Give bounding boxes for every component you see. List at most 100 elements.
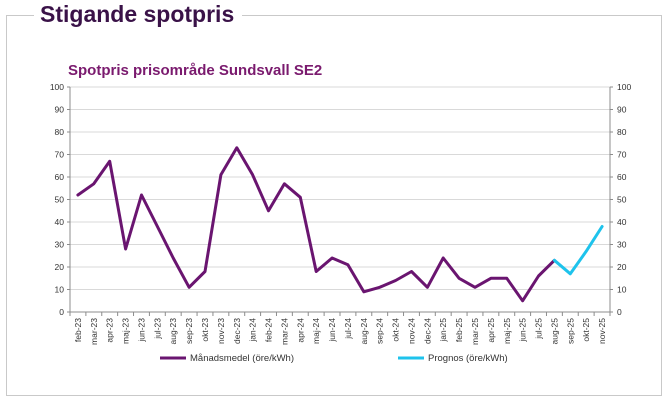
data-point-monthly [457,277,461,280]
x-tick-label: jun-25 [518,318,528,343]
y-tick-label-right: 70 [617,150,627,160]
x-tick-label: jul-24 [343,318,353,340]
y-tick-label-left: 30 [55,240,65,250]
data-point-monthly [219,173,223,176]
x-tick-label: jul-23 [152,318,162,340]
legend-label-monthly: Månadsmedel (öre/kWh) [190,353,294,364]
data-point-monthly [426,286,429,289]
x-tick-label: nov-25 [597,318,607,344]
y-tick-label-right: 30 [617,240,627,250]
x-tick-label: apr-23 [105,318,115,343]
y-tick-label-right: 100 [617,82,631,92]
data-point-monthly [108,160,111,163]
x-tick-label: dec-23 [232,318,242,344]
x-tick-label: feb-25 [454,318,464,342]
y-tick-label-left: 70 [55,150,65,160]
data-point-monthly [330,256,334,260]
x-tick-label: feb-24 [264,318,274,342]
data-point-monthly [76,193,80,197]
data-point-monthly [394,279,397,282]
y-tick-label-right: 50 [617,195,627,205]
y-tick-label-left: 10 [55,285,65,295]
y-tick-label-left: 20 [55,262,65,272]
x-tick-label: maj-25 [502,318,512,344]
chart-card [6,15,662,396]
y-tick-label-left: 100 [50,82,64,92]
x-tick-label: jan-24 [248,318,258,343]
x-tick-label: sep-23 [184,318,194,344]
x-tick-label: aug-23 [168,318,178,345]
data-point-monthly [203,270,207,273]
data-point-monthly [505,277,508,280]
x-tick-label: aug-24 [359,318,369,345]
data-point-monthly [156,225,159,228]
data-point-monthly [124,247,127,251]
data-point-monthly [473,286,477,289]
x-tick-label: jan-25 [438,318,448,343]
data-point-monthly [251,173,254,176]
x-tick-label: okt-23 [200,318,210,342]
data-point-monthly [362,290,366,293]
x-tick-label: mar-25 [470,318,480,345]
chart-title: Spotpris prisområde Sundsvall SE2 [68,62,322,79]
y-tick-label-left: 0 [59,307,64,317]
x-tick-label: nov-23 [216,318,226,344]
series-line-monthly [76,146,556,303]
x-tick-label: jun-23 [136,318,146,343]
x-tick-label: jun-24 [327,318,337,343]
data-point-forecast [600,225,604,228]
y-tick-label-right: 10 [617,285,627,295]
data-point-forecast [569,272,572,275]
x-tick-label: feb-23 [73,318,83,342]
axes: 0 0 10 10 20 20 30 30 40 40 50 50 60 60 70 70 80 80 90 90 10… [50,82,632,345]
y-tick-label-right: 0 [617,307,622,317]
grid-lines [70,86,610,313]
data-point-monthly [92,182,96,185]
y-tick-label-right: 90 [617,105,627,115]
x-tick-label: sep-24 [375,318,385,344]
data-point-monthly [521,299,524,302]
y-tick-label-right: 60 [617,172,627,182]
x-tick-label: apr-24 [295,318,305,343]
x-tick-label: aug-25 [549,318,559,345]
legend: Månadsmedel (öre/kWh) Prognos (öre/kWh) [160,353,508,364]
y-tick-label-left: 80 [55,127,65,137]
y-tick-label-left: 90 [55,105,65,115]
page-heading: Stigande spotpris [34,0,243,28]
data-point-monthly [235,146,238,149]
x-tick-label: nov-24 [406,318,416,344]
data-point-monthly [283,182,286,185]
data-point-monthly [410,270,413,273]
x-tick-label: dec-24 [422,318,432,344]
y-tick-label-left: 40 [55,217,65,227]
y-tick-label-left: 50 [55,195,65,205]
y-tick-label-right: 80 [617,127,627,137]
x-tick-label: sep-25 [565,318,575,344]
data-point-monthly [314,270,318,273]
data-point-monthly [346,263,350,266]
series-lines [76,146,604,303]
data-point-monthly [299,196,302,199]
data-point-monthly [187,286,191,289]
y-tick-label-right: 20 [617,262,627,272]
data-point-monthly [267,209,270,212]
x-tick-label: mar-23 [89,318,99,345]
data-point-monthly [537,274,540,278]
data-point-monthly [442,256,445,260]
y-tick-label-left: 60 [55,172,65,182]
x-tick-label: jul-25 [534,318,544,340]
data-point-monthly [489,277,493,280]
data-point-forecast [584,250,588,253]
x-tick-label: mar-24 [279,318,289,345]
data-point-monthly [140,193,143,197]
data-point-monthly [172,256,175,260]
x-tick-label: maj-24 [311,318,321,344]
x-tick-label: okt-25 [581,318,591,342]
x-tick-label: apr-25 [486,318,496,343]
y-tick-label-right: 40 [617,217,627,227]
x-tick-label: maj-23 [121,318,131,344]
legend-label-forecast: Prognos (öre/kWh) [428,353,508,364]
series-line-forecast [552,225,604,276]
data-point-forecast [553,259,556,262]
